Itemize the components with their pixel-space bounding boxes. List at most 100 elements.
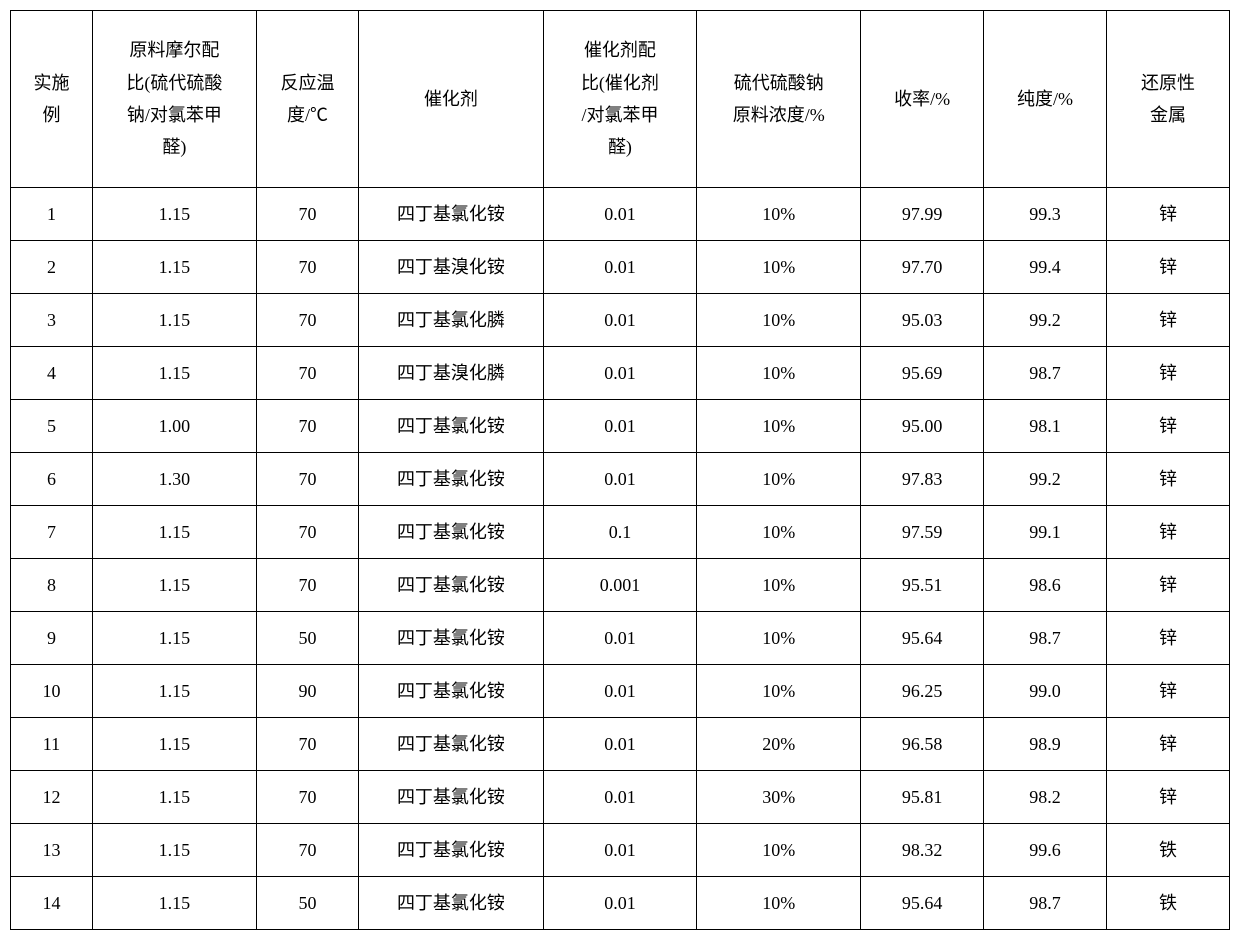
table-cell: 四丁基氯化铵 bbox=[359, 824, 543, 877]
table-cell: 1.15 bbox=[92, 824, 256, 877]
table-cell: 锌 bbox=[1107, 612, 1230, 665]
col-concentration: 硫代硫酸钠原料浓度/% bbox=[697, 11, 861, 188]
table-row: 61.3070四丁基氯化铵0.0110%97.8399.2锌 bbox=[11, 453, 1230, 506]
table-row: 141.1550四丁基氯化铵0.0110%95.6498.7铁 bbox=[11, 877, 1230, 930]
table-cell: 10% bbox=[697, 506, 861, 559]
table-row: 71.1570四丁基氯化铵0.110%97.5999.1锌 bbox=[11, 506, 1230, 559]
table-cell: 1 bbox=[11, 188, 93, 241]
table-cell: 4 bbox=[11, 347, 93, 400]
table-cell: 0.1 bbox=[543, 506, 697, 559]
table-cell: 96.58 bbox=[861, 718, 984, 771]
table-row: 121.1570四丁基氯化铵0.0130%95.8198.2锌 bbox=[11, 771, 1230, 824]
table-cell: 1.00 bbox=[92, 400, 256, 453]
table-cell: 锌 bbox=[1107, 453, 1230, 506]
table-cell: 99.2 bbox=[984, 453, 1107, 506]
table-row: 21.1570四丁基溴化铵0.0110%97.7099.4锌 bbox=[11, 241, 1230, 294]
table-cell: 0.01 bbox=[543, 400, 697, 453]
col-catalyst: 催化剂 bbox=[359, 11, 543, 188]
col-metal: 还原性金属 bbox=[1107, 11, 1230, 188]
table-cell: 9 bbox=[11, 612, 93, 665]
table-cell: 锌 bbox=[1107, 241, 1230, 294]
table-cell: 8 bbox=[11, 559, 93, 612]
table-cell: 70 bbox=[256, 453, 358, 506]
table-cell: 四丁基氯化铵 bbox=[359, 400, 543, 453]
table-cell: 2 bbox=[11, 241, 93, 294]
table-cell: 0.01 bbox=[543, 294, 697, 347]
table-cell: 98.1 bbox=[984, 400, 1107, 453]
table-cell: 四丁基氯化膦 bbox=[359, 294, 543, 347]
table-cell: 95.00 bbox=[861, 400, 984, 453]
table-cell: 四丁基氯化铵 bbox=[359, 718, 543, 771]
header-row: 实施例 原料摩尔配比(硫代硫酸钠/对氯苯甲醛) 反应温度/℃ 催化剂 催化剂配比… bbox=[11, 11, 1230, 188]
table-cell: 锌 bbox=[1107, 771, 1230, 824]
table-cell: 99.2 bbox=[984, 294, 1107, 347]
experiments-table: 实施例 原料摩尔配比(硫代硫酸钠/对氯苯甲醛) 反应温度/℃ 催化剂 催化剂配比… bbox=[10, 10, 1230, 930]
table-cell: 95.64 bbox=[861, 612, 984, 665]
table-cell: 99.1 bbox=[984, 506, 1107, 559]
table-cell: 0.01 bbox=[543, 665, 697, 718]
table-cell: 1.15 bbox=[92, 877, 256, 930]
table-row: 51.0070四丁基氯化铵0.0110%95.0098.1锌 bbox=[11, 400, 1230, 453]
table-cell: 70 bbox=[256, 294, 358, 347]
table-cell: 1.15 bbox=[92, 612, 256, 665]
table-cell: 50 bbox=[256, 877, 358, 930]
table-cell: 70 bbox=[256, 824, 358, 877]
table-cell: 0.01 bbox=[543, 347, 697, 400]
table-cell: 98.2 bbox=[984, 771, 1107, 824]
table-cell: 四丁基溴化铵 bbox=[359, 241, 543, 294]
table-cell: 98.6 bbox=[984, 559, 1107, 612]
table-cell: 6 bbox=[11, 453, 93, 506]
table-cell: 10% bbox=[697, 824, 861, 877]
table-cell: 锌 bbox=[1107, 665, 1230, 718]
table-cell: 10% bbox=[697, 294, 861, 347]
col-molar-ratio: 原料摩尔配比(硫代硫酸钠/对氯苯甲醛) bbox=[92, 11, 256, 188]
table-cell: 99.4 bbox=[984, 241, 1107, 294]
table-cell: 0.001 bbox=[543, 559, 697, 612]
table-cell: 0.01 bbox=[543, 718, 697, 771]
table-cell: 95.51 bbox=[861, 559, 984, 612]
table-cell: 0.01 bbox=[543, 241, 697, 294]
table-cell: 90 bbox=[256, 665, 358, 718]
table-cell: 1.15 bbox=[92, 188, 256, 241]
table-cell: 四丁基氯化铵 bbox=[359, 612, 543, 665]
table-cell: 10% bbox=[697, 188, 861, 241]
table-cell: 99.0 bbox=[984, 665, 1107, 718]
table-cell: 97.70 bbox=[861, 241, 984, 294]
table-row: 101.1590四丁基氯化铵0.0110%96.2599.0锌 bbox=[11, 665, 1230, 718]
col-catalyst-ratio: 催化剂配比(催化剂/对氯苯甲醛) bbox=[543, 11, 697, 188]
table-cell: 1.15 bbox=[92, 559, 256, 612]
table-cell: 10% bbox=[697, 453, 861, 506]
table-cell: 锌 bbox=[1107, 294, 1230, 347]
col-temperature: 反应温度/℃ bbox=[256, 11, 358, 188]
table-cell: 95.03 bbox=[861, 294, 984, 347]
table-cell: 铁 bbox=[1107, 877, 1230, 930]
table-cell: 四丁基氯化铵 bbox=[359, 559, 543, 612]
table-cell: 锌 bbox=[1107, 188, 1230, 241]
table-cell: 铁 bbox=[1107, 824, 1230, 877]
table-cell: 锌 bbox=[1107, 347, 1230, 400]
table-row: 41.1570四丁基溴化膦0.0110%95.6998.7锌 bbox=[11, 347, 1230, 400]
table-cell: 四丁基氯化铵 bbox=[359, 771, 543, 824]
table-cell: 0.01 bbox=[543, 824, 697, 877]
table-cell: 四丁基氯化铵 bbox=[359, 453, 543, 506]
table-cell: 锌 bbox=[1107, 559, 1230, 612]
table-cell: 95.64 bbox=[861, 877, 984, 930]
table-cell: 10% bbox=[697, 400, 861, 453]
table-cell: 14 bbox=[11, 877, 93, 930]
table-row: 131.1570四丁基氯化铵0.0110%98.3299.6铁 bbox=[11, 824, 1230, 877]
table-body: 11.1570四丁基氯化铵0.0110%97.9999.3锌21.1570四丁基… bbox=[11, 188, 1230, 930]
table-cell: 99.3 bbox=[984, 188, 1107, 241]
table-cell: 97.83 bbox=[861, 453, 984, 506]
table-row: 91.1550四丁基氯化铵0.0110%95.6498.7锌 bbox=[11, 612, 1230, 665]
table-cell: 10% bbox=[697, 612, 861, 665]
col-example: 实施例 bbox=[11, 11, 93, 188]
table-cell: 10% bbox=[697, 559, 861, 612]
table-cell: 1.30 bbox=[92, 453, 256, 506]
table-cell: 98.7 bbox=[984, 877, 1107, 930]
table-cell: 0.01 bbox=[543, 771, 697, 824]
table-cell: 70 bbox=[256, 718, 358, 771]
col-yield: 收率/% bbox=[861, 11, 984, 188]
table-cell: 70 bbox=[256, 559, 358, 612]
table-cell: 70 bbox=[256, 771, 358, 824]
table-cell: 98.7 bbox=[984, 612, 1107, 665]
